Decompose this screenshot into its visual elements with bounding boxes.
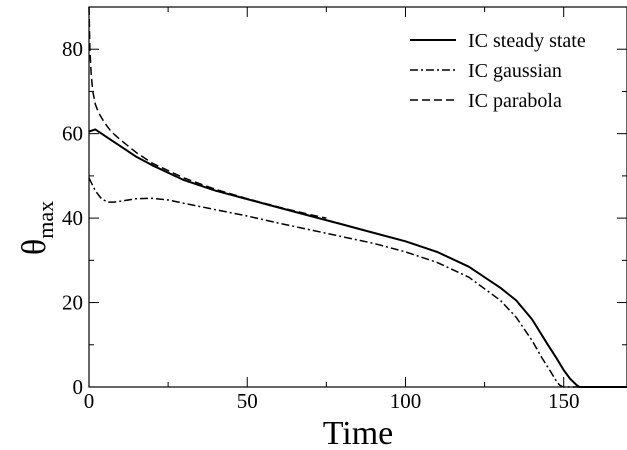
x-axis-title: Time [323, 415, 394, 450]
series-line-1 [88, 177, 627, 388]
legend-label-parabola: IC parabola [468, 90, 562, 112]
legend-label-gaussian: IC gaussian [468, 60, 562, 82]
y-axis-title-subscript: max [33, 201, 58, 239]
y-tick-label: 20 [62, 291, 83, 315]
y-tick-label: 80 [62, 37, 83, 61]
axis-ticks [88, 6, 627, 388]
y-tick-label: 0 [73, 375, 84, 399]
series-line-2 [88, 6, 327, 219]
series-line-0 [88, 128, 627, 388]
x-tick-label: 50 [237, 389, 258, 413]
plot-frame [88, 6, 627, 388]
legend: IC steady state IC gaussian IC parabola [410, 30, 586, 112]
legend-label-steady: IC steady state [468, 30, 586, 52]
x-tick-label: 0 [84, 389, 95, 413]
svg-text:θmax: θmax [16, 201, 58, 255]
series-lines [88, 6, 627, 388]
x-tick-label: 100 [390, 389, 422, 413]
y-axis-title: θmax [16, 201, 58, 255]
y-tick-label: 60 [62, 122, 83, 146]
tick-labels: 0 50 100 150 0 20 40 60 80 [62, 37, 579, 413]
y-axis-title-symbol: θ [16, 239, 53, 255]
x-tick-label: 150 [548, 389, 580, 413]
y-tick-label: 40 [62, 206, 83, 230]
